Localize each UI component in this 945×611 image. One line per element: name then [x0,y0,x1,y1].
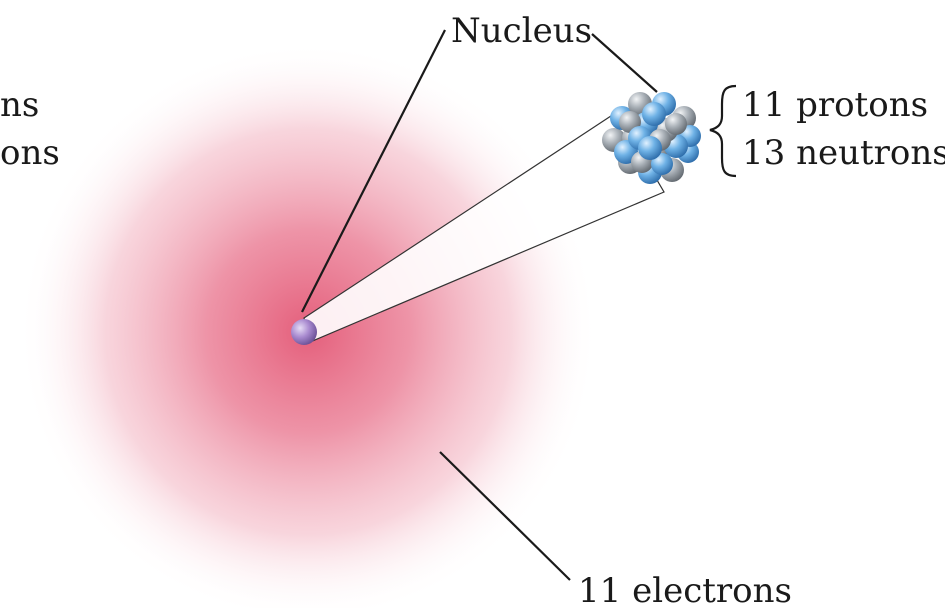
protons-label: 11 protons [742,85,929,125]
neutron [665,113,687,135]
cut-off-label-bottom: ons [0,133,60,173]
neutrons-label: 13 neutrons [742,133,945,173]
composition-brace [709,84,737,178]
nucleus-dot [291,319,317,345]
nucleus-cluster [602,92,701,184]
proton [638,136,662,160]
cut-off-label-top: ns [0,85,40,125]
nucleus-label: Nucleus [451,11,593,51]
electrons-label: 11 electrons [578,571,792,611]
electrons-leader-line [439,451,571,581]
nucleus-leader-line-right [591,33,658,93]
proton [651,153,673,175]
nucleus-leader-line-left [301,29,446,313]
proton [642,102,666,126]
